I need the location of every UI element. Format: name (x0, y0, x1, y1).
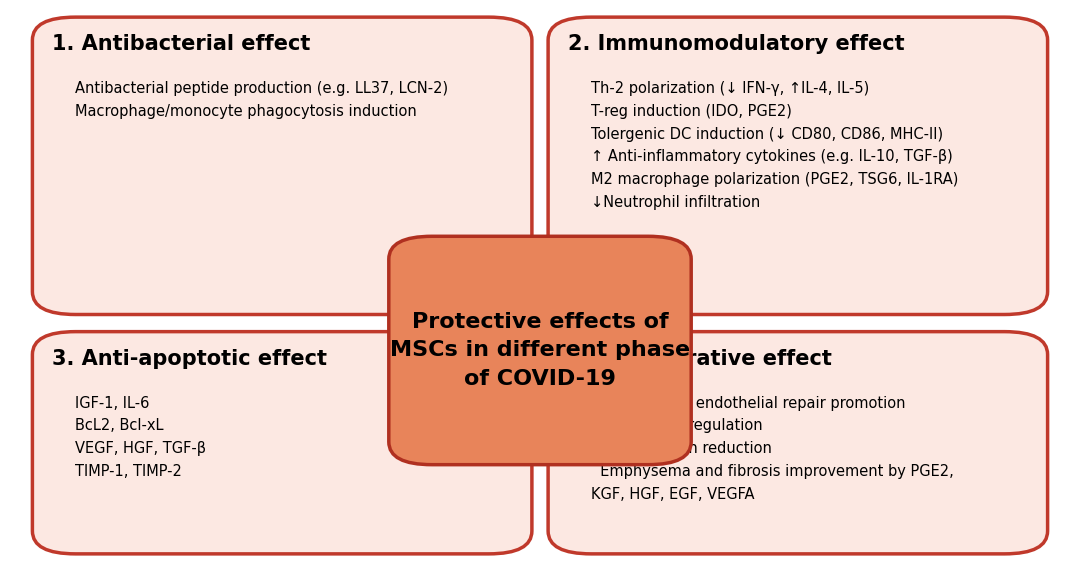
Text: 3. Anti-apoptotic effect: 3. Anti-apoptotic effect (52, 349, 327, 369)
Text: Epithelial and endothelial repair promotion
permeability regulation
  Inflammati: Epithelial and endothelial repair promot… (591, 396, 954, 502)
FancyBboxPatch shape (32, 17, 531, 315)
FancyBboxPatch shape (389, 236, 691, 465)
Text: Th-2 polarization (↓ IFN-γ, ↑IL-4, IL-5)
T-reg induction (IDO, PGE2)
Tolergenic : Th-2 polarization (↓ IFN-γ, ↑IL-4, IL-5)… (591, 81, 958, 210)
FancyBboxPatch shape (548, 332, 1048, 554)
FancyBboxPatch shape (548, 17, 1048, 315)
FancyBboxPatch shape (32, 332, 531, 554)
Text: Protective effects of
MSCs in different phase
of COVID-19: Protective effects of MSCs in different … (390, 312, 690, 389)
Text: 4. Regenerative effect: 4. Regenerative effect (568, 349, 832, 369)
Text: Antibacterial peptide production (e.g. LL37, LCN-2)
Macrophage/monocyte phagocyt: Antibacterial peptide production (e.g. L… (76, 81, 448, 119)
Text: 1. Antibacterial effect: 1. Antibacterial effect (52, 34, 310, 54)
Text: IGF-1, IL-6
BcL2, Bcl-xL
VEGF, HGF, TGF-β
TIMP-1, TIMP-2: IGF-1, IL-6 BcL2, Bcl-xL VEGF, HGF, TGF-… (76, 396, 206, 479)
Text: 2. Immunomodulatory effect: 2. Immunomodulatory effect (568, 34, 904, 54)
